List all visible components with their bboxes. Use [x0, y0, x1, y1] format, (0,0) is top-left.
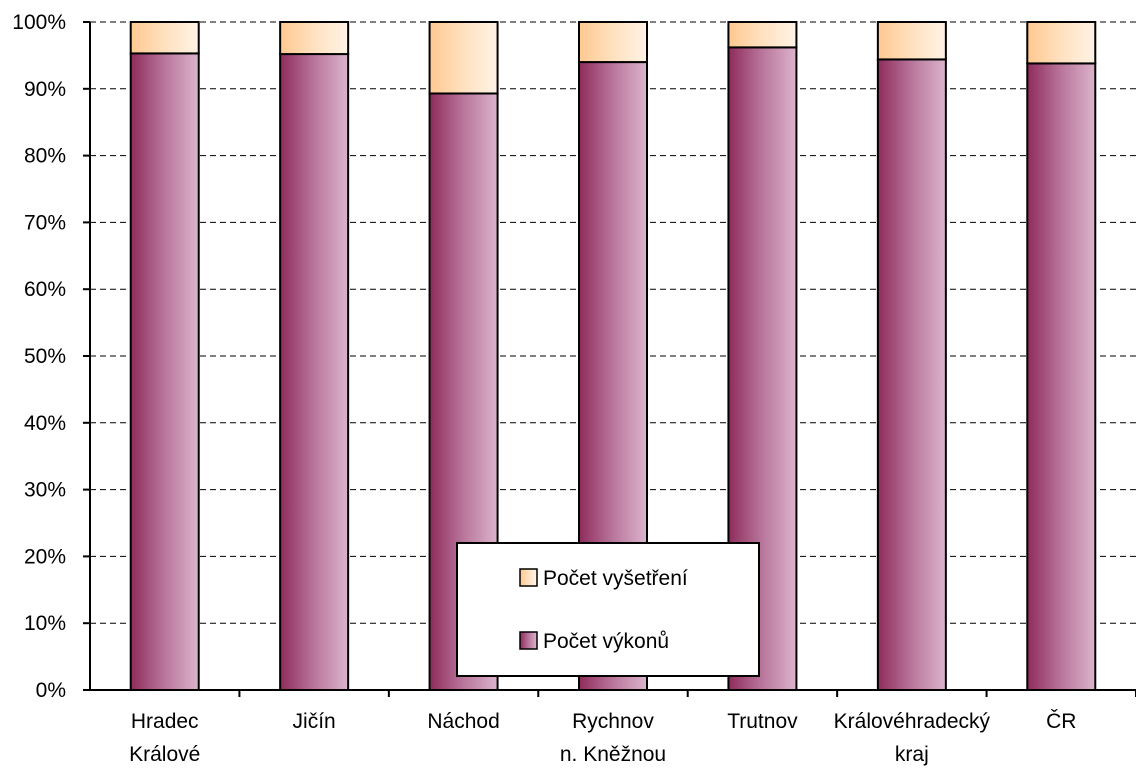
- y-tick-label: 10%: [24, 612, 66, 635]
- x-tick-label: Hradec Králové: [129, 710, 200, 766]
- y-tick-label: 70%: [24, 211, 66, 234]
- y-tick-label: 100%: [12, 11, 66, 34]
- x-tick-label-line: Trutnov: [727, 710, 798, 733]
- x-tick-label: Náchod: [427, 710, 499, 733]
- bar-vykonu: [1026, 62, 1097, 691]
- x-tick-label-line: Náchod: [427, 710, 499, 733]
- bar-vysetreni: [1026, 21, 1097, 65]
- bar-vykonu: [876, 58, 947, 691]
- y-tick-label: 0%: [36, 679, 66, 702]
- bar-vysetreni: [727, 21, 798, 49]
- legend-label-vysetreni: Počet vyšetření: [543, 567, 688, 590]
- y-tick-label: 60%: [24, 278, 66, 301]
- bar-vysetreni: [129, 21, 200, 55]
- y-tick-label: 50%: [24, 345, 66, 368]
- x-tick-label-line: ČR: [1046, 710, 1076, 733]
- y-tick-labels: 0% 10% 20% 30% 40% 50% 60% 70% 80% 90% 100%: [12, 11, 66, 702]
- legend-swatch-vysetreni: [519, 568, 538, 587]
- bar-vysetreni: [428, 21, 499, 95]
- bar-vykonu: [129, 52, 200, 692]
- bar-vykonu: [279, 53, 350, 691]
- x-tick-label-line: Královéhradecký: [834, 710, 991, 733]
- x-tick-label-line: Králové: [129, 743, 200, 766]
- bar-vysetreni: [876, 21, 947, 61]
- y-tick-label: 80%: [24, 145, 66, 168]
- x-tick-label-line: Hradec: [131, 710, 199, 733]
- x-tick-label: Jičín: [293, 710, 336, 733]
- x-tick-label: Trutnov: [727, 710, 798, 733]
- x-tick-label: Královéhradecký kraj: [834, 710, 991, 766]
- axes: [83, 21, 1136, 697]
- x-tick-label-line: n. Kněžnou: [560, 743, 666, 766]
- x-tick-label-line: kraj: [895, 743, 929, 766]
- legend-box: [456, 542, 760, 677]
- x-tick-label: ČR: [1046, 710, 1076, 733]
- y-tick-label: 30%: [24, 479, 66, 502]
- x-tick-label-line: Jičín: [293, 710, 336, 733]
- x-tick-labels: Hradec Králové Jičín Náchod Rychnov n. Kněžno…: [129, 710, 1076, 766]
- bar-vysetreni: [279, 21, 350, 56]
- legend: Počet vyšetření Počet výkonů: [456, 542, 760, 677]
- x-tick-label-line: Rychnov: [572, 710, 654, 733]
- x-tick-label: Rychnov n. Kněžnou: [560, 710, 666, 766]
- bar-vysetreni: [578, 21, 648, 64]
- y-tick-label: 20%: [24, 545, 66, 568]
- legend-label-vykonu: Počet výkonů: [543, 630, 669, 653]
- y-tick-label: 40%: [24, 412, 66, 435]
- y-tick-label: 90%: [24, 78, 66, 101]
- legend-swatch-vykonu: [519, 631, 538, 650]
